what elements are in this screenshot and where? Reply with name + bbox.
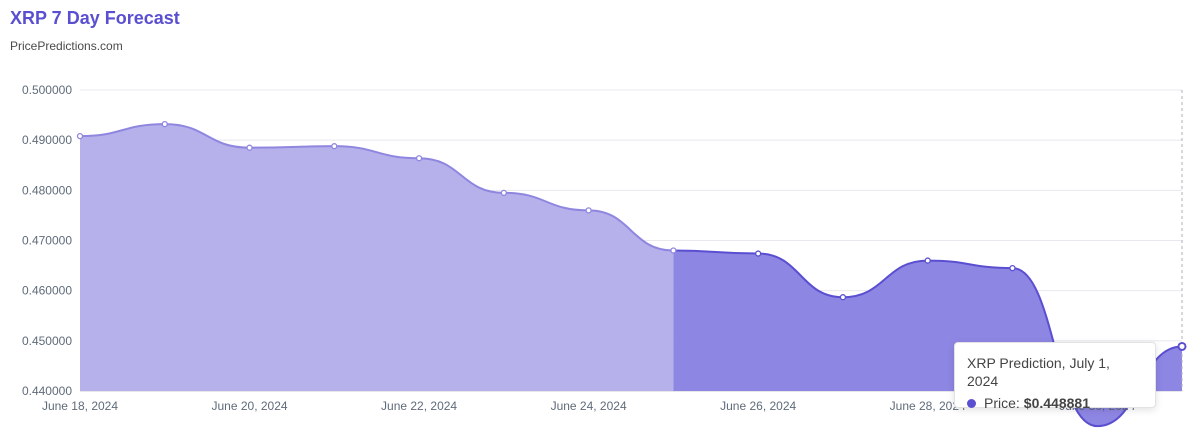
y-tick-label: 0.460000: [22, 284, 72, 298]
forecast-point[interactable]: [755, 250, 762, 257]
y-tick-label: 0.450000: [22, 334, 72, 348]
historical-point[interactable]: [500, 189, 507, 196]
forecast-point[interactable]: [1177, 341, 1187, 351]
historical-point[interactable]: [246, 144, 253, 151]
y-tick-label: 0.470000: [22, 234, 72, 248]
x-tick-label: June 24, 2024: [551, 399, 627, 413]
x-tick-label: June 18, 2024: [42, 399, 118, 413]
historical-point[interactable]: [585, 207, 592, 214]
historical-area: [80, 124, 674, 391]
chart-title: XRP 7 Day Forecast: [10, 8, 180, 28]
y-tick-label: 0.480000: [22, 183, 72, 197]
forecast-point[interactable]: [924, 257, 931, 264]
y-tick-label: 0.440000: [22, 384, 72, 398]
historical-point[interactable]: [415, 155, 423, 162]
tooltip-price-row: Price: $0.448881: [967, 394, 1143, 412]
chart-tooltip: XRP Prediction, July 1, 2024 Price: $0.4…: [954, 342, 1156, 411]
forecast-line: [673, 249, 1183, 428]
y-tick-label: 0.500000: [22, 83, 72, 97]
tooltip-title: XRP Prediction, July 1, 2024: [967, 355, 1110, 389]
historical-point[interactable]: [670, 247, 677, 254]
forecast-point[interactable]: [1009, 264, 1016, 272]
y-tick-label: 0.490000: [22, 133, 72, 147]
x-tick-label: June 20, 2024: [211, 399, 287, 413]
y-axis-ticks: 0.500000 0.490000 0.480000 0.470000 0.460000…: [22, 83, 72, 398]
x-tick-label: June 22, 2024: [381, 399, 457, 413]
data-points[interactable]: [76, 120, 1187, 351]
historical-point[interactable]: [331, 143, 338, 150]
x-tick-label: June 28, 2024: [890, 399, 966, 413]
forecast-point[interactable]: [839, 294, 847, 301]
historical-point[interactable]: [76, 133, 84, 140]
tooltip-price-value: $0.448881: [1023, 395, 1090, 411]
x-tick-label: June 26, 2024: [720, 399, 796, 413]
tooltip-price-label: Price:: [984, 395, 1020, 411]
series-dot-icon: [967, 398, 976, 408]
historical-point[interactable]: [161, 120, 168, 128]
chart-subtitle: PricePredictions.com: [10, 39, 123, 53]
